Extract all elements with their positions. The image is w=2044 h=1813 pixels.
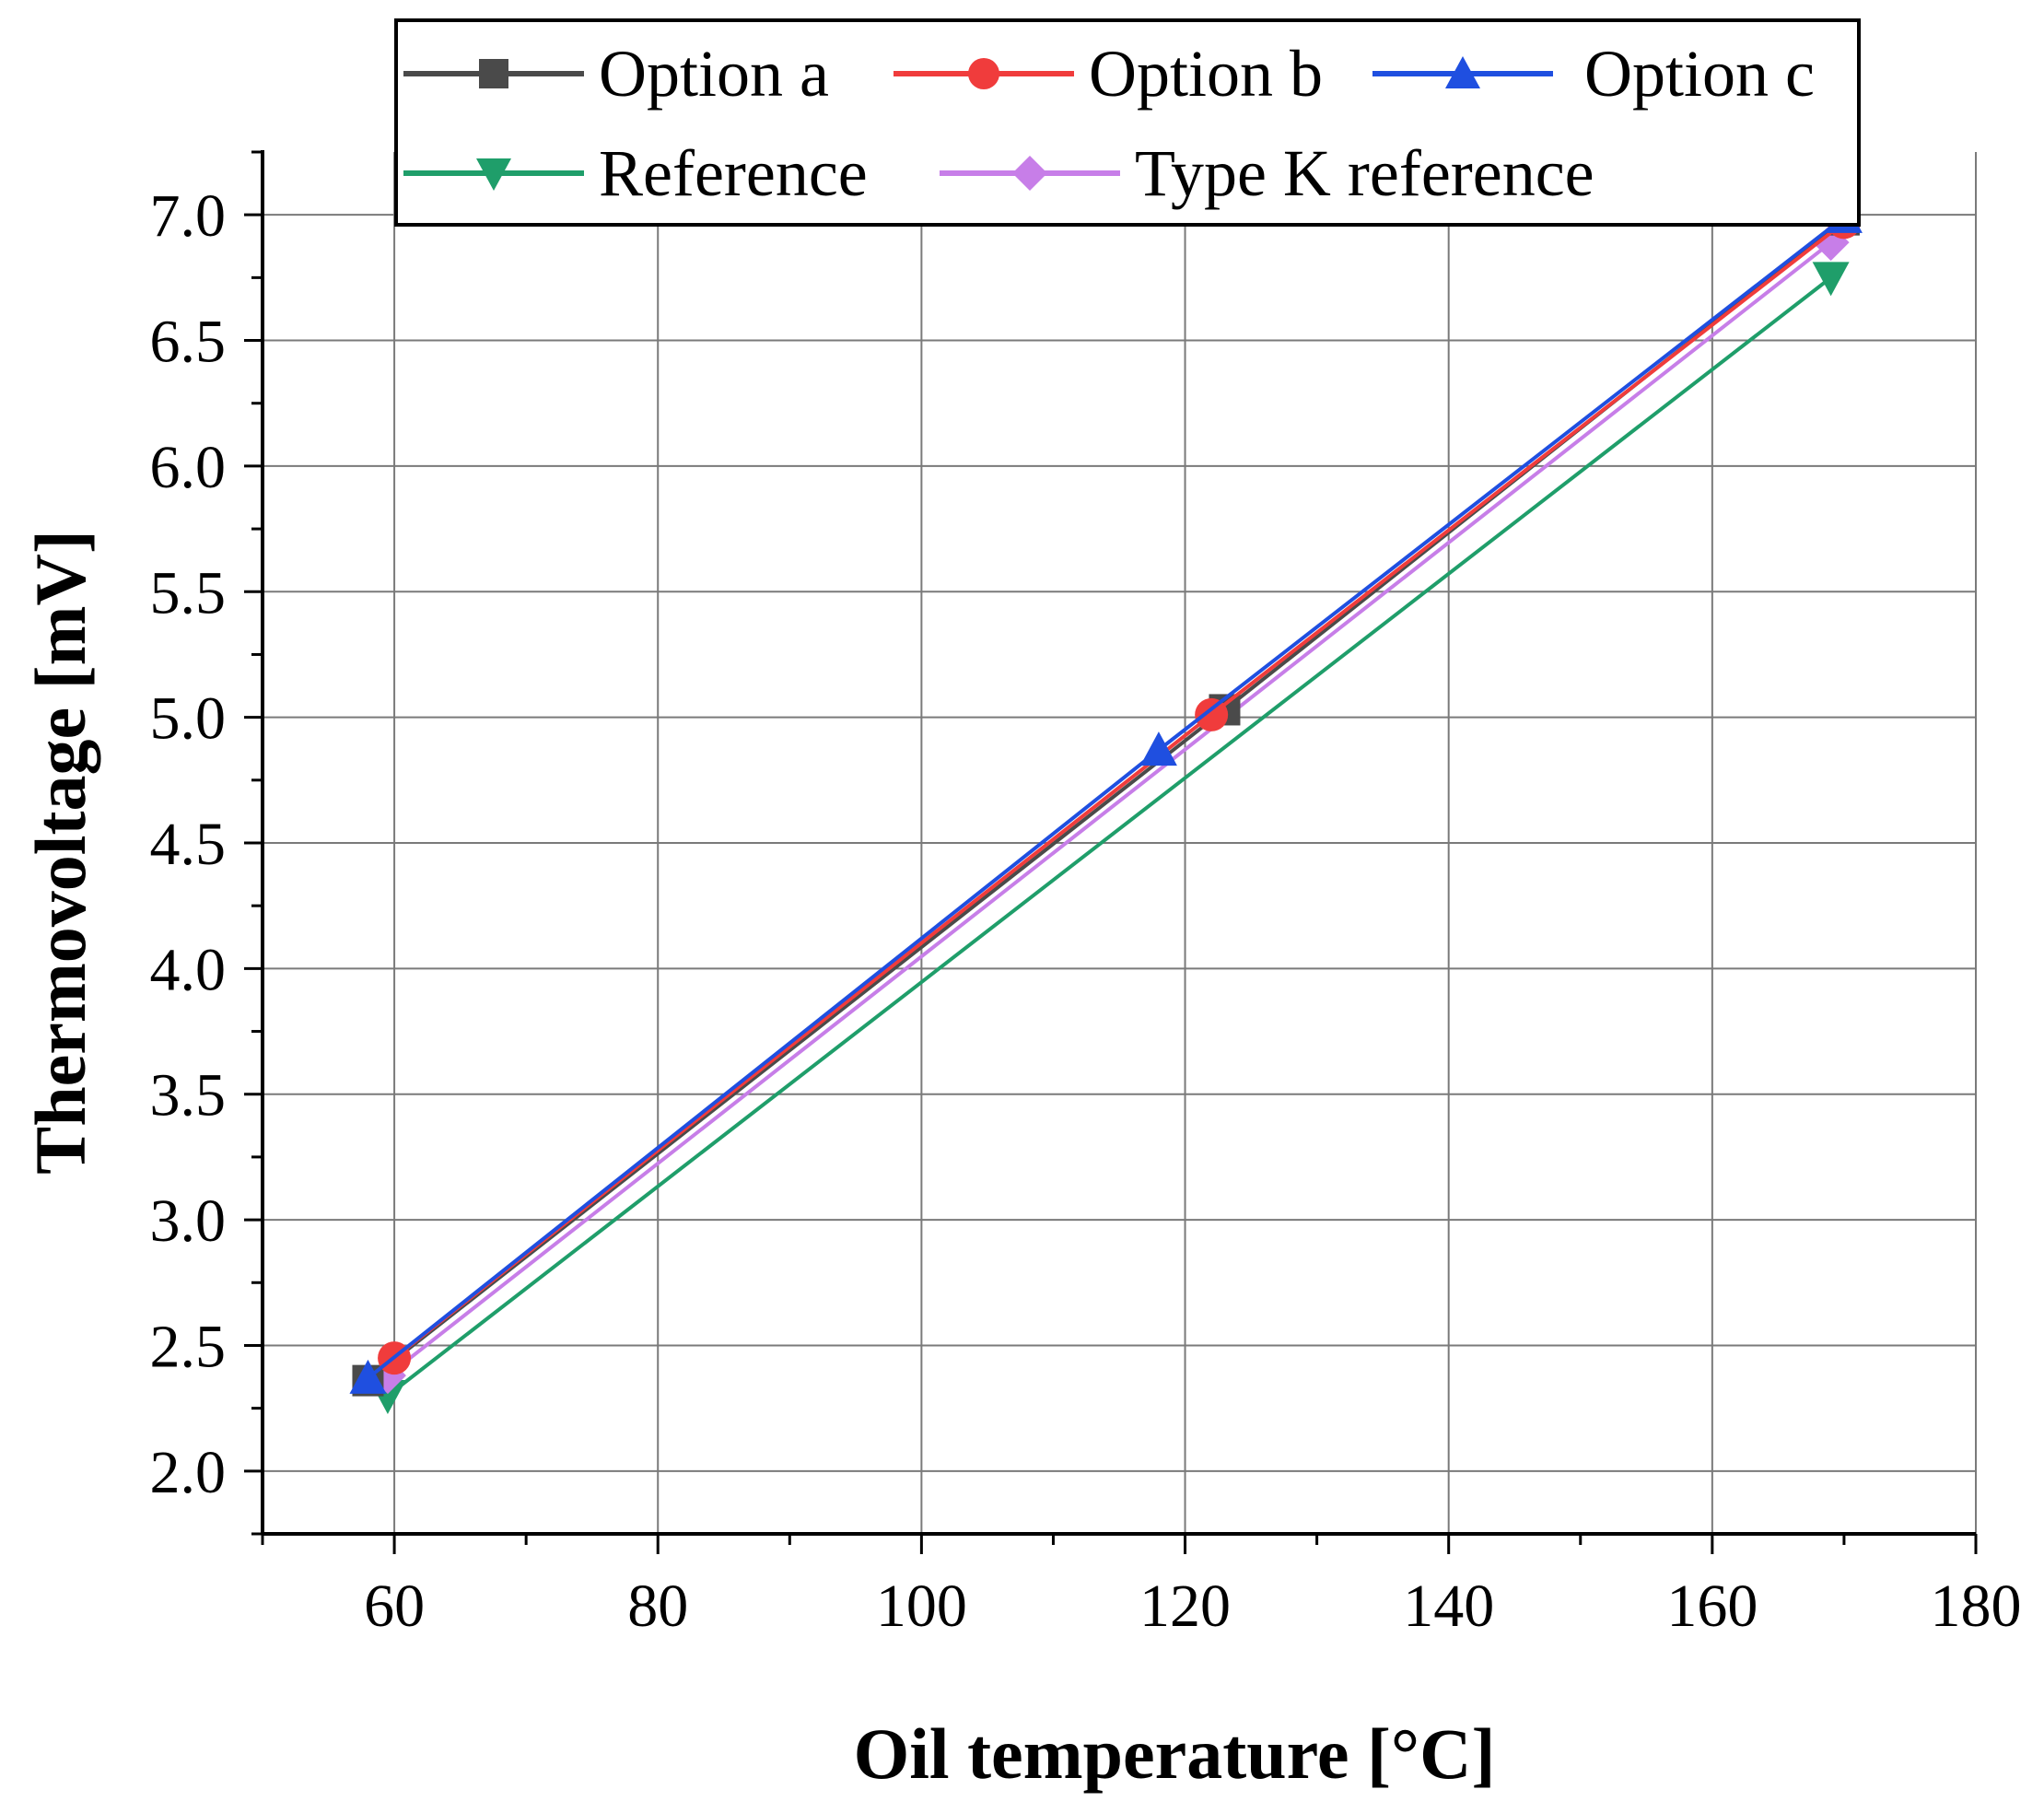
- legend-label-option-b: Option b: [1089, 37, 1323, 111]
- legend-item-option-b: Option b: [894, 37, 1323, 111]
- y-tick-label: 2.5: [150, 1313, 227, 1380]
- series-line-reference: [386, 275, 1832, 1398]
- y-tick-label: 6.5: [150, 309, 227, 376]
- legend-box: [394, 18, 1861, 227]
- legend-marker-option-a: [479, 59, 508, 88]
- legend-label-option-c: Option c: [1584, 37, 1815, 111]
- grid: [263, 152, 1977, 1534]
- y-tick-label: 3.5: [150, 1062, 227, 1129]
- data-point-reference: [1812, 262, 1850, 297]
- y-axis-title: Thermovoltage [mV]: [20, 530, 100, 1175]
- series-layer: [349, 198, 1863, 1414]
- x-tick-label: 120: [1139, 1573, 1231, 1640]
- x-tick-label: 180: [1931, 1573, 2022, 1640]
- data-point-option-b: [1195, 697, 1229, 731]
- x-tick-label: 140: [1403, 1573, 1494, 1640]
- legend-marker-option-b: [968, 58, 999, 89]
- legend-label-type-k-reference: Type K reference: [1135, 136, 1594, 210]
- legend-item-type-k-reference: Type K reference: [940, 136, 1594, 210]
- data-point-option-c: [349, 1359, 387, 1394]
- legend-item-option-a: Option a: [403, 37, 829, 111]
- legend-label-reference: Reference: [599, 136, 868, 210]
- y-tick-label: 4.0: [150, 936, 227, 1003]
- y-tick-label: 2.0: [150, 1439, 227, 1506]
- legend-label-option-a: Option a: [599, 37, 829, 111]
- x-tick-label: 160: [1666, 1573, 1758, 1640]
- x-tick-label: 80: [627, 1573, 688, 1640]
- legend-item-reference: Reference: [403, 136, 868, 210]
- x-tick-label: 100: [876, 1573, 967, 1640]
- legend-item-option-c: Option c: [1372, 37, 1815, 111]
- y-tick-label: 3.0: [150, 1187, 227, 1255]
- y-tick-label: 5.0: [150, 685, 227, 753]
- y-tick-label: 5.5: [150, 559, 227, 626]
- legend: Option a Option b Option c Reference Type K …: [394, 18, 1861, 227]
- y-tick-label: 4.5: [150, 811, 227, 878]
- data-point-option-c: [1139, 731, 1177, 766]
- y-tick-label: 7.0: [150, 182, 227, 250]
- legend-marker-option-c: [1445, 56, 1480, 88]
- legend-marker-type-k-reference: [1012, 156, 1047, 191]
- x-axis-title: Oil temperature [°C]: [854, 1714, 1496, 1794]
- ticks: 60 80 100 120 140 160 180 2.0 2.5 3.0 3.5 4.0 4.5 5.0…: [150, 150, 2022, 1640]
- y-tick-label: 6.0: [150, 434, 227, 501]
- legend-marker-reference: [476, 158, 511, 191]
- series-line-type-k-reference: [386, 240, 1832, 1377]
- x-tick-label: 60: [364, 1573, 425, 1640]
